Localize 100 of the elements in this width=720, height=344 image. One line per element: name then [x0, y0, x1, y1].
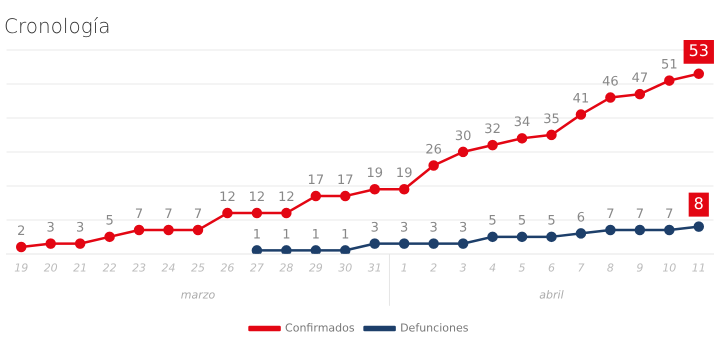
- data-label: 7: [636, 206, 644, 222]
- x-tick-label: 24: [162, 261, 176, 274]
- x-tick-label: 30: [338, 261, 352, 274]
- point: [516, 133, 528, 144]
- point: [634, 224, 646, 236]
- x-tick-label: 10: [662, 261, 676, 274]
- data-label: 26: [425, 142, 442, 158]
- data-label: 5: [488, 214, 497, 229]
- point: [163, 224, 174, 236]
- data-label: 32: [484, 122, 501, 137]
- x-tick-label: 9: [636, 261, 644, 274]
- data-label: 6: [576, 210, 586, 226]
- x-tick-label: 31: [368, 261, 382, 274]
- data-label: 1: [282, 227, 290, 242]
- data-label: 53: [688, 40, 709, 60]
- point: [694, 68, 704, 80]
- x-tick-label: 6: [548, 261, 555, 274]
- data-label: 34: [514, 115, 530, 130]
- data-label: 3: [76, 220, 84, 236]
- data-label: 7: [164, 206, 173, 222]
- data-label: 17: [336, 172, 354, 188]
- data-label: 41: [572, 91, 590, 106]
- data-label: 5: [105, 214, 114, 229]
- x-tick-label: 26: [220, 261, 234, 274]
- point: [45, 238, 56, 249]
- x-tick-label: 5: [518, 261, 526, 274]
- data-label: 35: [543, 112, 560, 127]
- point: [487, 232, 498, 242]
- point: [340, 190, 351, 202]
- text: abril: [539, 288, 564, 302]
- data-label: 30: [454, 128, 472, 144]
- point: [16, 242, 26, 252]
- data-label: 7: [606, 206, 615, 222]
- data-label: 17: [308, 172, 324, 188]
- data-label: 1: [312, 227, 320, 242]
- x-tick-label: 11: [692, 261, 706, 274]
- text: marzo: [180, 288, 216, 302]
- point: [576, 228, 586, 239]
- data-label: 51: [661, 57, 678, 72]
- point: [104, 232, 115, 242]
- point: [428, 238, 439, 249]
- point: [310, 245, 322, 254]
- point: [605, 224, 616, 236]
- data-label: 19: [396, 166, 412, 182]
- point: [281, 245, 292, 254]
- data-label: 3: [430, 220, 438, 236]
- data-label: 1: [341, 227, 350, 242]
- x-tick-label: 28: [279, 261, 294, 274]
- x-tick-label: 29: [308, 261, 323, 274]
- data-label: 3: [46, 220, 55, 236]
- point: [664, 224, 675, 236]
- point: [605, 92, 616, 103]
- x-tick-label: 4: [489, 261, 496, 274]
- x-tick-label: 27: [250, 261, 264, 274]
- point: [428, 160, 439, 171]
- data-label: 19: [366, 166, 384, 182]
- x-tick-label: 25: [190, 261, 205, 274]
- x-tick-label: 19: [14, 261, 28, 274]
- point: [134, 224, 144, 236]
- data-label: 3: [458, 220, 468, 236]
- x-tick-label: 3: [460, 261, 467, 274]
- x-tick-label: 2: [430, 261, 438, 274]
- data-label: 5: [518, 214, 526, 229]
- data-label: 12: [219, 190, 236, 205]
- x-tick-label: 1: [400, 261, 408, 274]
- point: [458, 238, 468, 249]
- point: [516, 232, 528, 242]
- point: [487, 140, 498, 150]
- point: [252, 245, 262, 254]
- point: [546, 130, 557, 140]
- data-label: 5: [547, 214, 556, 229]
- data-label: 7: [134, 206, 144, 222]
- chart-title: Cronología: [4, 14, 111, 38]
- point: [340, 245, 351, 254]
- point: [576, 109, 586, 120]
- point: [634, 88, 646, 100]
- point: [369, 184, 380, 195]
- point: [664, 75, 675, 86]
- x-tick-label: 23: [132, 261, 146, 274]
- point: [222, 208, 233, 218]
- data-label: 1: [252, 227, 262, 242]
- data-label: 2: [17, 224, 26, 239]
- point: [694, 221, 704, 232]
- point: [310, 190, 322, 202]
- data-label: 8: [694, 194, 704, 213]
- data-label: 12: [278, 190, 295, 205]
- data-label: 3: [370, 220, 379, 236]
- data-label: 46: [602, 74, 619, 90]
- point: [398, 238, 410, 249]
- data-label: 7: [194, 206, 202, 222]
- x-tick-label: 21: [73, 261, 88, 274]
- legend-label: Confirmados: [285, 321, 355, 334]
- point: [458, 146, 468, 158]
- point: [252, 208, 262, 218]
- point: [192, 224, 204, 236]
- x-tick-label: 22: [102, 261, 117, 274]
- point: [74, 238, 86, 249]
- point: [546, 232, 557, 242]
- point: [281, 208, 292, 218]
- x-tick-label: 8: [606, 261, 614, 274]
